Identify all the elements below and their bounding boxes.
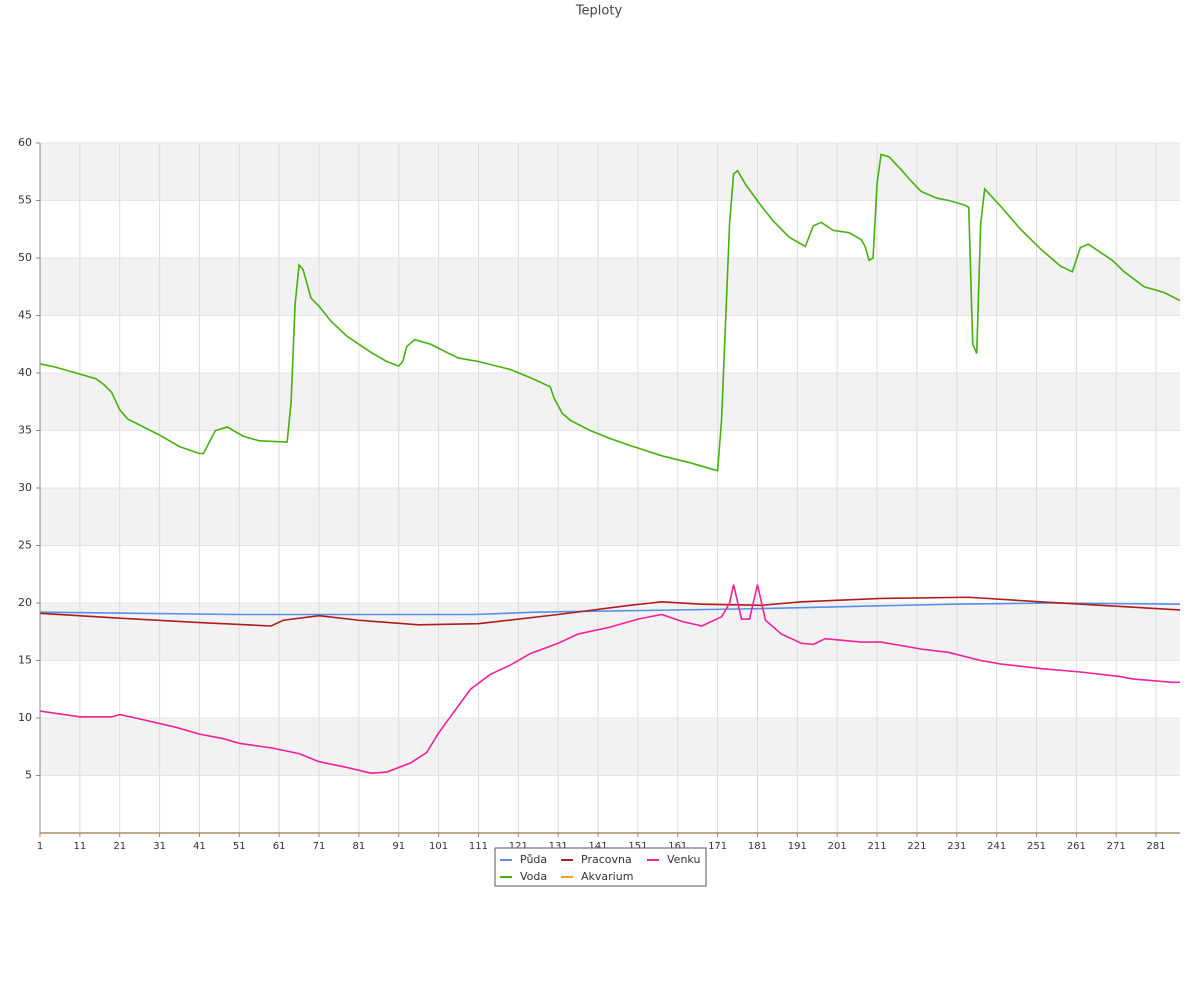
x-tick-label: 61: [273, 841, 286, 852]
y-tick-label: 35: [18, 424, 32, 437]
legend-label: Venku: [667, 853, 700, 866]
x-tick-label: 101: [429, 841, 448, 852]
series-line: [39, 596, 1181, 627]
y-tick-label: 25: [18, 539, 32, 552]
x-tick-label: 121: [509, 841, 528, 852]
x-tick-label: 201: [828, 841, 847, 852]
series-line: [39, 602, 1181, 616]
x-tick-label: 141: [588, 841, 607, 852]
band: [40, 143, 1180, 201]
legend: Půda Pracovna Venku Voda Akvarium: [500, 853, 700, 883]
x-tick-label: 151: [628, 841, 647, 852]
grid: [39, 142, 1180, 833]
x-tick-label: 181: [748, 841, 767, 852]
x-tick-label: 111: [469, 841, 488, 852]
y-tick-label: 60: [18, 136, 32, 149]
y-tick-label: 10: [18, 711, 32, 724]
y-tick-label: 50: [18, 251, 32, 264]
legend-box: [494, 847, 707, 887]
chart-title: Teploty: [575, 4, 623, 19]
x-tick-label: 221: [907, 841, 926, 852]
x-tick-label: 231: [947, 841, 966, 852]
y-tick-label: 55: [18, 194, 32, 207]
x-tick-label: 191: [788, 841, 807, 852]
y-tick-label: 30: [18, 481, 32, 494]
band: [40, 603, 1180, 661]
x-tick-label: 161: [668, 841, 687, 852]
x-tick-label: 71: [313, 841, 326, 852]
x-tick-label: 41: [193, 841, 206, 852]
legend-label: Voda: [520, 870, 547, 883]
y-tick-label: 45: [18, 309, 32, 322]
legend-label: Pracovna: [581, 853, 632, 866]
x-tick-label: 21: [113, 841, 126, 852]
x-tick-label: 1: [37, 841, 43, 852]
legend-label: Půda: [520, 853, 547, 866]
x-tick-label: 281: [1147, 841, 1166, 852]
band: [40, 488, 1180, 546]
x-tick-label: 241: [987, 841, 1006, 852]
series-line: [39, 153, 1181, 472]
x-tick-label: 31: [153, 841, 166, 852]
band: [40, 258, 1180, 316]
y-tick-label: 40: [18, 366, 32, 379]
x-tick-label: 261: [1067, 841, 1086, 852]
legend-label: Akvarium: [581, 870, 633, 883]
band: [40, 718, 1180, 776]
x-tick-label: 211: [868, 841, 887, 852]
x-tick-label: 91: [392, 841, 405, 852]
series-line: [39, 584, 1180, 775]
y-tick-label: 20: [18, 596, 32, 609]
x-tick-label: 11: [73, 841, 86, 852]
x-tick-label: 81: [353, 841, 366, 852]
x-tick-label: 51: [233, 841, 246, 852]
y-tick-label: 5: [25, 769, 32, 782]
x-tick-label: 171: [708, 841, 727, 852]
x-tick-label: 251: [1027, 841, 1046, 852]
y-tick-label: 15: [18, 654, 32, 667]
bands: [40, 143, 1180, 776]
x-tick-label: 271: [1107, 841, 1126, 852]
x-tick-label: 131: [549, 841, 568, 852]
band: [40, 373, 1180, 431]
